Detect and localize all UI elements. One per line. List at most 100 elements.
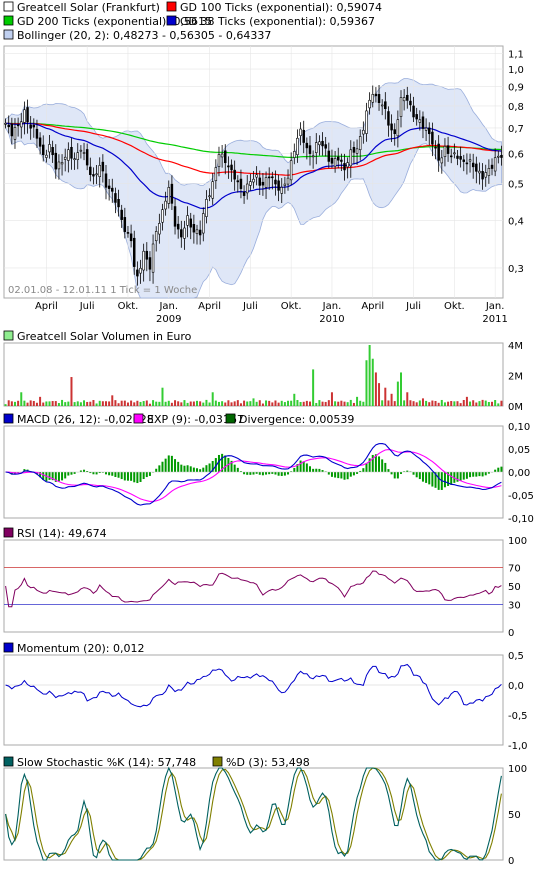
volume-bar	[196, 401, 198, 406]
volume-bar	[30, 400, 32, 406]
candle-body	[105, 174, 107, 188]
candle-body	[328, 151, 330, 161]
volume-bar	[221, 401, 223, 406]
volume-bar	[174, 400, 176, 406]
candle-body	[422, 117, 424, 129]
candle-body	[89, 167, 91, 175]
volume-bar	[312, 369, 314, 406]
volume-bar	[143, 401, 145, 406]
divergence-bar	[466, 472, 468, 479]
volume-bar	[391, 394, 393, 406]
candle-body	[457, 156, 459, 158]
divergence-bar	[124, 472, 126, 480]
volume-bar	[140, 402, 142, 406]
divergence-bar	[253, 472, 255, 475]
x-axis-label: Okt.	[444, 301, 465, 312]
volume-bar	[485, 401, 487, 406]
candle-body	[375, 94, 377, 96]
candle-body	[369, 100, 371, 108]
macd-legend-label: MACD (26, 12): -0,02628	[17, 413, 154, 426]
divergence-bar	[469, 472, 471, 477]
candle-body	[133, 238, 135, 266]
volume-bar	[165, 402, 167, 406]
rsi-axis-label: 30	[508, 600, 521, 611]
volume-bar	[83, 400, 85, 406]
candle-body	[20, 122, 22, 127]
divergence-bar	[494, 470, 496, 472]
legend-swatch	[4, 16, 13, 25]
volume-bar	[384, 388, 386, 406]
volume-bar	[231, 402, 233, 406]
macd-legend-swatch	[226, 414, 235, 423]
candle-body	[262, 182, 264, 185]
volume-bar	[124, 401, 126, 406]
volume-bar	[403, 400, 405, 406]
divergence-bar	[224, 455, 226, 472]
divergence-bar	[425, 472, 427, 483]
divergence-bar	[365, 463, 367, 472]
divergence-bar	[58, 472, 60, 481]
candle-body	[406, 95, 408, 100]
candle-body	[193, 224, 195, 232]
divergence-bar	[391, 472, 393, 474]
candle-body	[39, 138, 41, 146]
divergence-bar	[133, 472, 135, 482]
divergence-bar	[293, 468, 295, 472]
legend-label: Bollinger (20, 2): 0,48273 - 0,56305 - 0…	[17, 29, 271, 42]
candle-body	[140, 268, 142, 273]
volume-bar	[130, 401, 132, 406]
volume-bar	[315, 403, 317, 406]
volume-bar	[249, 401, 251, 406]
divergence-bar	[287, 472, 289, 474]
candle-body	[114, 193, 116, 202]
volume-bar	[416, 402, 418, 406]
candle-body	[293, 151, 295, 157]
candle-body	[23, 110, 25, 123]
x-axis-year-label: 2010	[319, 314, 344, 325]
candle-body	[447, 146, 449, 154]
volume-bar	[161, 388, 163, 406]
candle-body	[497, 156, 499, 157]
candle-body	[136, 270, 138, 276]
volume-bar	[108, 401, 110, 406]
price-axis-label: 0,3	[508, 264, 524, 275]
candle-body	[8, 125, 10, 127]
candle-body	[77, 153, 79, 160]
volume-bar	[359, 401, 361, 406]
volume-bar	[274, 400, 276, 406]
volume-bar	[309, 402, 311, 406]
volume-bar	[212, 392, 214, 406]
candle-body	[55, 153, 57, 169]
candle-body	[362, 130, 364, 134]
volume-bar	[149, 404, 151, 406]
divergence-bar	[419, 472, 421, 479]
momentum-axis-label: 0,0	[508, 681, 524, 692]
volume-bar	[61, 400, 63, 406]
candle-body	[42, 145, 44, 155]
macd-legend-swatch	[134, 414, 143, 423]
divergence-bar	[475, 472, 477, 477]
volume-bar	[500, 401, 502, 406]
candle-body	[187, 216, 189, 226]
volume-axis-label: 0M	[508, 402, 523, 413]
divergence-bar	[463, 472, 465, 480]
candle-body	[337, 157, 339, 160]
x-axis-label: Juli	[242, 301, 258, 312]
divergence-bar	[111, 472, 113, 476]
candle-body	[240, 179, 242, 189]
volume-bar	[463, 400, 465, 406]
divergence-bar	[180, 465, 182, 472]
candle-body	[36, 129, 38, 138]
volume-bar	[271, 402, 273, 406]
volume-bar	[262, 404, 264, 406]
volume-bar	[243, 401, 245, 406]
divergence-bar	[259, 472, 261, 475]
macd-axis-label: 0,05	[508, 445, 530, 456]
price-axis-label: 1,1	[508, 49, 524, 60]
volume-bar	[152, 400, 154, 406]
volume-bar	[55, 401, 57, 406]
divergence-bar	[202, 468, 204, 472]
volume-bar	[33, 401, 35, 406]
candle-body	[309, 146, 311, 154]
legend-swatch	[4, 30, 13, 39]
